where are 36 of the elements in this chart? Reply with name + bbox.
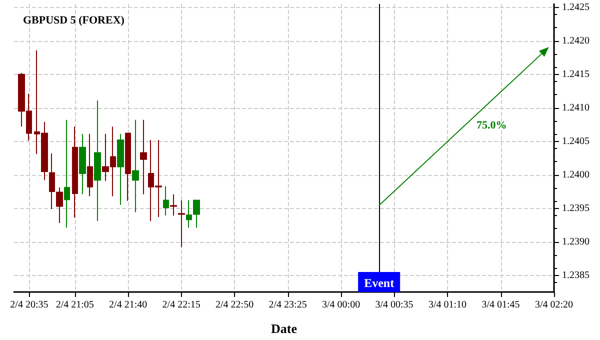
y-tick-label: 1.2395 bbox=[562, 202, 590, 214]
x-tick-label: 2/4 22:50 bbox=[216, 300, 254, 310]
candlestick bbox=[79, 133, 86, 195]
candlestick bbox=[170, 194, 177, 216]
candlestick bbox=[87, 133, 93, 197]
candlestick bbox=[140, 119, 147, 195]
y-tick-label: 1.2420 bbox=[562, 35, 590, 46]
candlestick bbox=[94, 100, 101, 222]
candlestick bbox=[64, 119, 70, 228]
y-tick-label: 1.2400 bbox=[562, 169, 590, 180]
y-tick-label: 1.2385 bbox=[562, 270, 590, 281]
candlestick bbox=[125, 132, 131, 202]
candlestick bbox=[163, 186, 169, 216]
x-tick-label: 2/4 23:25 bbox=[268, 300, 307, 310]
y-tick-label: 1.2390 bbox=[562, 236, 590, 248]
x-tick-label: 3/4 01:10 bbox=[428, 300, 467, 310]
y-tick-label: 1.2410 bbox=[562, 102, 590, 114]
text: GBPUSD 5 (FOREX) bbox=[23, 14, 125, 26]
candlestick bbox=[132, 119, 139, 213]
x-axis-title: Date bbox=[271, 321, 298, 336]
candlestick bbox=[117, 133, 124, 206]
x-tick-label: 2/4 21:40 bbox=[109, 300, 148, 310]
y-tick-label: 1.2425 bbox=[562, 2, 590, 13]
candlestick bbox=[178, 200, 185, 248]
y-tick-label: 1.2415 bbox=[562, 68, 590, 80]
candlestick bbox=[72, 126, 78, 218]
annotation: 75.0% bbox=[476, 120, 507, 132]
x-tick-label: 2/4 22:15 bbox=[162, 300, 200, 310]
x-tick-label: 3/4 01:45 bbox=[482, 300, 520, 310]
x-tick-label: 2/4 21:05 bbox=[56, 300, 94, 310]
x-tick-label: 3/4 00:00 bbox=[322, 300, 360, 310]
x-tick-label: 3/4 00:35 bbox=[375, 300, 414, 310]
x-tick-label: 3/4 02:20 bbox=[534, 300, 574, 310]
x-tick-label: 2/4 20:35 bbox=[10, 300, 48, 310]
y-tick-label: 1.2405 bbox=[562, 136, 590, 147]
ref-line-label: Event bbox=[364, 276, 394, 290]
